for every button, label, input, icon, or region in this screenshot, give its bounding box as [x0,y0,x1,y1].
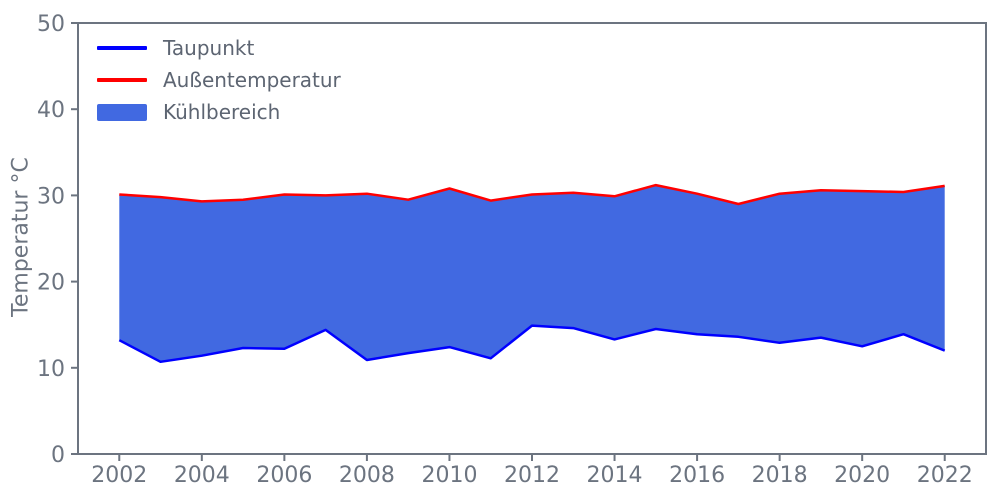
x-axis: 2002 2004 2006 2008 2010 2012 2014 2016 2018 2020… [91,454,973,488]
y-tick-label: 50 [37,12,65,37]
y-tick-label: 30 [37,184,65,209]
outdoor-temperature-line [119,183,945,206]
legend-item-taupunkt: Taupunkt [97,32,341,64]
x-tick-label: 2018 [752,463,808,488]
x-tick-label: 2022 [917,463,973,488]
x-tick-label: 2014 [587,463,643,488]
y-tick-label: 0 [51,443,65,468]
kuehlbereich-area-swatch [97,103,147,121]
taupunkt-line-swatch [97,46,147,50]
cooling-area [119,185,945,362]
x-tick-label: 2004 [174,463,230,488]
x-tick-label: 2006 [256,463,312,488]
legend-label-aussentemperatur: Außentemperatur [163,68,341,92]
legend-label-kuehlbereich: Kühlbereich [163,100,281,124]
legend-swatch-wrap [97,46,147,50]
y-tick-label: 40 [37,98,65,123]
legend-item-aussentemperatur: Außentemperatur [97,64,341,96]
y-axis-label: Temperatur °C [8,157,34,317]
legend-item-kuehlbereich: Kühlbereich [97,96,341,128]
x-tick-label: 2002 [91,463,147,488]
aussentemperatur-line-swatch [97,78,147,82]
legend-label-taupunkt: Taupunkt [163,36,255,60]
y-tick-label: 10 [37,357,65,382]
legend-swatch-wrap [97,78,147,82]
y-axis: 0 10 20 30 40 50 [37,12,78,468]
x-tick-label: 2012 [504,463,560,488]
y-tick-label: 20 [37,271,65,296]
x-tick-label: 2016 [669,463,725,488]
x-tick-label: 2010 [421,463,477,488]
x-tick-label: 2020 [834,463,890,488]
x-tick-label: 2008 [339,463,395,488]
legend-swatch-wrap [97,103,147,121]
legend: Taupunkt Außentemperatur Kühlbereich [97,32,341,128]
dewpoint-line [118,324,946,364]
